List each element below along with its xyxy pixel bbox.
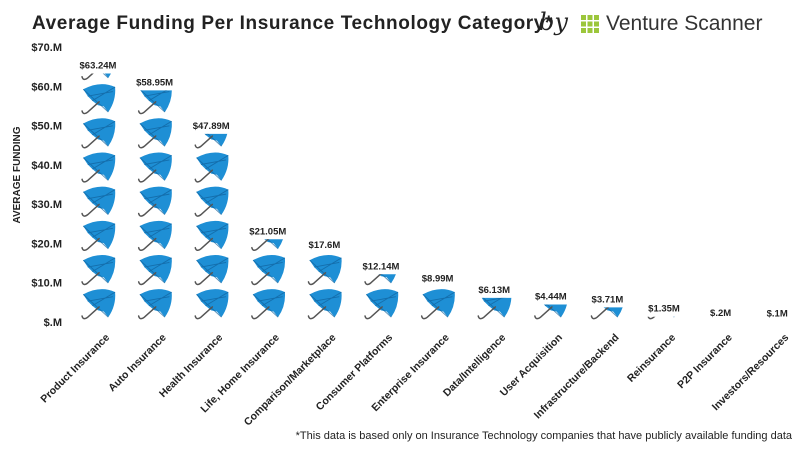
umbrella-icon <box>81 185 116 217</box>
y-tick-label: $60.M <box>31 81 62 93</box>
umbrella-icon <box>194 254 230 286</box>
data-label: $17.6M <box>309 240 341 251</box>
category-label: Product Insurance <box>38 332 112 406</box>
umbrella-icon <box>251 254 286 286</box>
umbrella-icon <box>81 151 116 183</box>
category-label: Reinsurance <box>625 332 678 385</box>
y-tick-label: $50.M <box>31 121 62 133</box>
umbrella-icon <box>81 288 116 320</box>
umbrella-icon <box>307 288 343 320</box>
umbrella-icon <box>137 220 173 252</box>
category-label: Auto Insurance <box>106 332 169 395</box>
bar <box>307 254 343 320</box>
y-axis-label: AVERAGE FUNDING <box>12 126 23 223</box>
umbrella-icon <box>137 288 173 320</box>
data-label: $.2M <box>710 308 731 319</box>
y-tick-label: $30.M <box>31 199 62 211</box>
data-label: $6.13M <box>478 285 510 296</box>
y-tick-label: $10.M <box>31 278 62 290</box>
umbrella-icon <box>194 151 230 183</box>
umbrella-icon <box>81 254 116 286</box>
y-tick-label: $20.M <box>31 238 62 250</box>
header: Average Funding Per Insurance Technology… <box>0 6 800 42</box>
umbrella-icon <box>137 254 173 286</box>
category-label: Comparison/Marketplace <box>242 332 339 429</box>
umbrella-icon <box>194 288 230 320</box>
data-label: $8.99M <box>422 274 454 285</box>
chart-title: Average Funding Per Insurance Technology… <box>32 13 553 34</box>
data-label: $58.95M <box>136 77 173 88</box>
by-word: by <box>539 8 568 36</box>
data-label: $63.24M <box>80 61 117 72</box>
y-tick-label: $40.M <box>31 160 62 172</box>
data-label: $.1M <box>767 309 788 320</box>
umbrella-icon <box>137 90 173 115</box>
y-tick-label: $.M <box>44 317 62 329</box>
data-label: $47.89M <box>193 121 230 132</box>
data-label: $4.44M <box>535 292 567 303</box>
umbrella-icon <box>137 151 173 183</box>
data-labels: $63.24M $58.95M $47.89M $21.05M $17.6M $12.14… <box>80 61 788 320</box>
umbrella-icon <box>307 254 343 286</box>
bar <box>81 73 116 320</box>
y-axis: $.M $10.M $20.M $30.M $40.M $50.M $60.M $70.M <box>31 42 62 329</box>
umbrella-icon <box>364 288 399 320</box>
umbrella-icon <box>81 220 116 252</box>
footnote: *This data is based only on Insurance Te… <box>295 430 792 442</box>
bar <box>420 288 456 320</box>
umbrella-icon <box>194 220 230 252</box>
y-tick-label: $70.M <box>31 42 62 54</box>
venture-scanner-logo-icon <box>581 15 599 33</box>
umbrella-icon <box>194 185 230 217</box>
brand-name: Venture Scanner <box>606 12 763 35</box>
data-label: $21.05M <box>249 226 286 237</box>
umbrella-icon <box>81 117 116 149</box>
data-label: $3.71M <box>592 294 624 305</box>
umbrella-icon <box>420 288 456 320</box>
category-label: P2P Insurance <box>675 332 735 392</box>
data-label: $1.35M <box>648 304 680 315</box>
umbrella-icon <box>137 117 173 149</box>
umbrella-icon <box>137 185 173 217</box>
umbrella-icon <box>81 83 116 115</box>
bar <box>137 90 173 320</box>
umbrella-icon <box>251 288 286 320</box>
bar <box>194 133 230 320</box>
data-label: $12.14M <box>363 261 400 272</box>
